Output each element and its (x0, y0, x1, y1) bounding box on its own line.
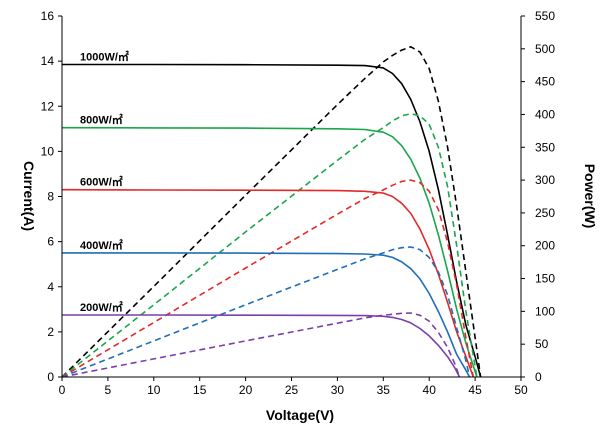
y2-tick-label: 50 (535, 337, 549, 351)
curve-labels: 1000W/㎡ 800W/㎡ 600W/㎡ 400W/㎡ 200W/㎡ (80, 50, 129, 314)
y2-tick-label: 200 (535, 239, 555, 253)
x-axis-title: Voltage(V) (266, 407, 334, 423)
y-tick-label: 0 (47, 370, 54, 384)
current-curve-4 (62, 314, 461, 378)
current-curve-3 (62, 252, 471, 378)
current-curve-2 (61, 188, 475, 378)
y2-tick-label: 250 (535, 206, 555, 220)
y-tick-label: 12 (41, 99, 55, 113)
y-tick-label: 10 (41, 144, 55, 158)
y2-tick-label: 150 (535, 272, 555, 286)
current-curve-1 (61, 126, 478, 378)
curve-label-3: 400W/㎡ (80, 238, 123, 252)
y-tick-label: 14 (41, 54, 55, 68)
curve-label-0: 1000W/㎡ (80, 50, 129, 64)
curve-label-4: 200W/㎡ (80, 300, 123, 314)
power-curve-2 (61, 179, 475, 378)
x-tick-label: 5 (105, 383, 112, 397)
y-tick-label: 4 (47, 280, 54, 294)
y2-tick-label: 100 (535, 304, 555, 318)
curve-label-2: 600W/㎡ (80, 175, 123, 189)
y-tick-label: 8 (47, 190, 54, 204)
y-axis-ticks: 0 2 4 6 8 10 12 14 16 (41, 9, 62, 384)
x-tick-label: 25 (285, 383, 299, 397)
y-tick-label: 6 (47, 235, 54, 249)
curve-label-1: 800W/㎡ (80, 113, 123, 127)
y2-tick-label: 300 (535, 173, 555, 187)
x-tick-label: 35 (377, 383, 391, 397)
x-tick-label: 50 (514, 383, 528, 397)
y2-axis-ticks: 0 50 100 150 200 250 300 350 400 450 500 550 (521, 9, 555, 384)
curves (61, 45, 482, 378)
x-tick-label: 0 (59, 383, 66, 397)
y2-axis-title: Power(W) (582, 164, 598, 229)
y2-tick-label: 400 (535, 107, 555, 121)
y-axis-title: Current(A) (21, 161, 37, 231)
x-tick-label: 15 (193, 383, 207, 397)
y2-tick-label: 550 (535, 9, 555, 23)
power-curve-3 (61, 246, 471, 378)
power-curve-4 (61, 312, 461, 378)
power-curve-0 (61, 45, 482, 378)
y2-tick-label: 500 (535, 42, 555, 56)
x-axis-ticks: 0 5 10 15 20 25 30 35 40 45 50 (59, 377, 528, 397)
y2-tick-label: 450 (535, 75, 555, 89)
power-curve-1 (61, 113, 478, 378)
x-tick-label: 40 (423, 383, 437, 397)
x-tick-label: 10 (147, 383, 161, 397)
x-tick-label: 20 (239, 383, 253, 397)
current-curve-0 (62, 63, 482, 378)
y2-tick-label: 0 (535, 370, 542, 384)
y-tick-label: 16 (41, 9, 55, 23)
axes (61, 16, 522, 378)
y2-tick-label: 350 (535, 140, 555, 154)
x-tick-label: 45 (468, 383, 482, 397)
x-tick-label: 30 (331, 383, 345, 397)
y-tick-label: 2 (47, 325, 54, 339)
